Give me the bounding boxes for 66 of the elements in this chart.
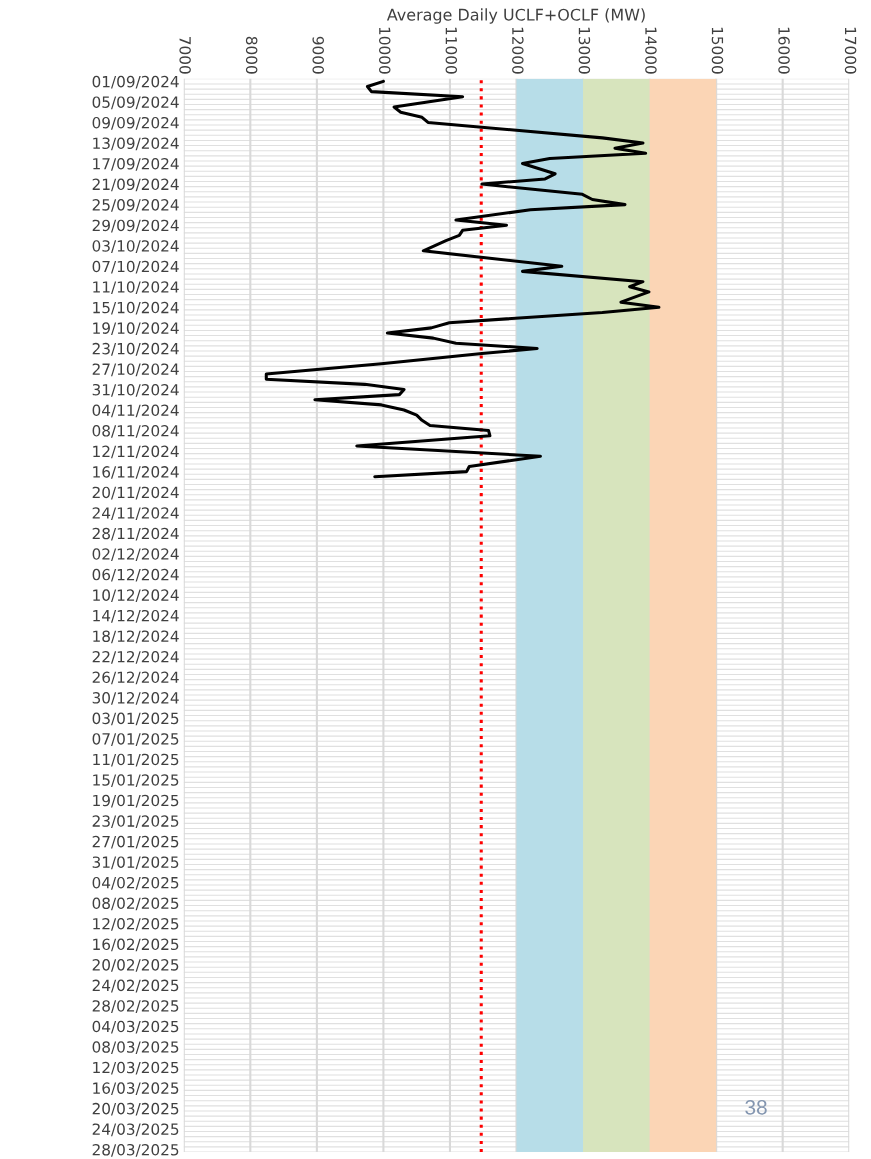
y-tick-label: 04/03/2025 bbox=[92, 1020, 179, 1034]
x-tick-label: 13000 bbox=[578, 27, 591, 74]
y-tick-label: 18/12/2024 bbox=[93, 630, 179, 644]
y-tick-label: 31/10/2024 bbox=[92, 383, 179, 397]
y-tick-label: 04/11/2024 bbox=[92, 404, 179, 418]
x-tick-label: 8000 bbox=[245, 36, 258, 74]
y-tick-label: 12/02/2025 bbox=[93, 918, 179, 931]
y-tick-label: 31/01/2025 bbox=[92, 856, 179, 870]
y-tick-label: 16/11/2024 bbox=[93, 466, 179, 479]
y-tick-label: 17/09/2024 bbox=[93, 158, 179, 171]
y-tick-label: 24/11/2024 bbox=[92, 507, 179, 520]
y-tick-label: 15/01/2025 bbox=[93, 774, 179, 787]
y-tick-label: 27/01/2025 bbox=[92, 835, 179, 849]
y-tick-label: 12/11/2024 bbox=[93, 445, 179, 459]
y-tick-label: 01/09/2024 bbox=[92, 75, 179, 89]
y-tick-label: 03/01/2025 bbox=[92, 712, 179, 726]
y-tick-label: 08/11/2024 bbox=[92, 425, 179, 438]
y-tick-label: 07/10/2024 bbox=[92, 260, 179, 274]
y-tick-label: 08/02/2025 bbox=[92, 897, 179, 911]
x-tick-label: 16000 bbox=[778, 27, 790, 74]
y-tick-label: 20/03/2025 bbox=[92, 1102, 179, 1116]
x-axis-title: Average Daily UCLF+OCLF (MW) bbox=[386, 8, 645, 24]
y-tick-label: 16/02/2025 bbox=[93, 938, 179, 952]
y-tick-label: 19/10/2024 bbox=[93, 322, 179, 336]
y-tick-label: 16/03/2025 bbox=[93, 1082, 179, 1096]
x-tick-label: 14000 bbox=[645, 27, 657, 74]
y-tick-label: 28/11/2024 bbox=[92, 527, 179, 541]
y-tick-label: 07/01/2025 bbox=[92, 733, 179, 746]
y-tick-label: 02/12/2024 bbox=[92, 548, 179, 562]
y-tick-label: 20/11/2024 bbox=[92, 486, 179, 500]
y-tick-label: 20/02/2025 bbox=[92, 959, 179, 972]
y-tick-label: 08/03/2025 bbox=[92, 1041, 179, 1054]
y-tick-label: 23/01/2025 bbox=[92, 815, 179, 829]
y-tick-label: 21/09/2024 bbox=[92, 178, 179, 192]
y-tick-label: 26/12/2024 bbox=[92, 671, 179, 685]
y-tick-label: 12/03/2025 bbox=[93, 1061, 179, 1075]
x-tick-label: 17000 bbox=[844, 27, 857, 74]
y-tick-label: 10/12/2024 bbox=[93, 589, 179, 603]
y-tick-label: 30/12/2024 bbox=[92, 692, 179, 705]
x-tick-label: 7000 bbox=[179, 37, 191, 74]
y-tick-label: 24/03/2025 bbox=[92, 1123, 179, 1137]
y-tick-label: 28/02/2025 bbox=[92, 1000, 179, 1013]
y-tick-label: 11/10/2024 bbox=[93, 281, 179, 295]
x-tick-label: 11000 bbox=[445, 27, 458, 74]
y-tick-label: 25/09/2024 bbox=[92, 199, 179, 212]
y-tick-label: 06/12/2024 bbox=[92, 568, 179, 582]
y-tick-label: 15/10/2024 bbox=[93, 301, 179, 315]
y-tick-label: 13/09/2024 bbox=[93, 137, 179, 151]
y-tick-label: 27/10/2024 bbox=[92, 363, 179, 377]
y-tick-label: 14/12/2024 bbox=[93, 609, 179, 623]
y-tick-label: 28/03/2025 bbox=[92, 1143, 179, 1157]
annotation: 38 bbox=[745, 1099, 767, 1115]
y-tick-label: 23/10/2024 bbox=[92, 342, 179, 356]
x-tick-label: 10000 bbox=[378, 27, 391, 74]
y-tick-label: 09/09/2024 bbox=[92, 116, 179, 130]
x-tick-label: 12000 bbox=[512, 27, 524, 74]
y-tick-label: 22/12/2024 bbox=[92, 650, 179, 664]
y-tick-label: 04/02/2025 bbox=[92, 876, 179, 890]
y-tick-label: 05/09/2024 bbox=[92, 96, 179, 110]
y-tick-label: 03/10/2024 bbox=[92, 240, 179, 253]
x-tick-label: 9000 bbox=[312, 36, 324, 74]
y-tick-label: 11/01/2025 bbox=[93, 753, 179, 767]
y-tick-label: 24/02/2025 bbox=[92, 979, 179, 993]
x-tick-label: 15000 bbox=[711, 27, 724, 74]
y-tick-label: 19/01/2025 bbox=[93, 794, 179, 808]
y-tick-label: 29/09/2024 bbox=[92, 219, 179, 233]
